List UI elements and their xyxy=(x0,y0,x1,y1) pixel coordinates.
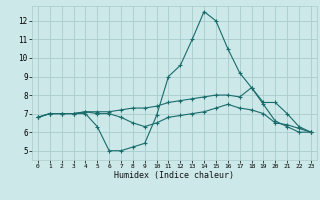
X-axis label: Humidex (Indice chaleur): Humidex (Indice chaleur) xyxy=(115,171,234,180)
